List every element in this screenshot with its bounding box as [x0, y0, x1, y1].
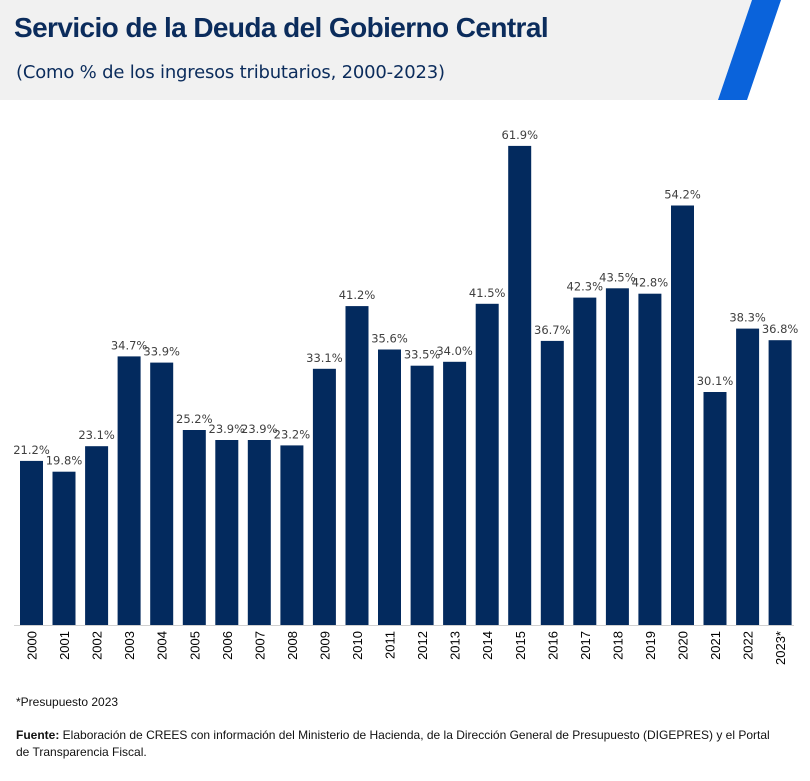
bars-group	[20, 145, 792, 625]
bar-2003	[117, 356, 141, 625]
bar-2001	[52, 471, 76, 625]
x-tick-label: 2021	[708, 631, 723, 660]
data-label: 30.1%	[697, 374, 734, 388]
bar-2014	[475, 303, 499, 625]
header-panel	[0, 0, 752, 100]
bar-2007	[247, 440, 271, 625]
data-label: 38.3%	[729, 311, 766, 325]
data-label: 42.3%	[567, 280, 604, 294]
x-tick-label: 2019	[643, 631, 658, 660]
source-note: Fuente: Elaboración de CREES con informa…	[16, 727, 776, 761]
x-tick-label: 2008	[285, 631, 300, 660]
data-label: 42.8%	[632, 276, 669, 290]
bar-2018	[605, 288, 629, 625]
data-label: 34.0%	[436, 344, 473, 358]
x-tick-label: 2009	[317, 631, 332, 660]
x-tick-label: 2012	[415, 631, 430, 660]
x-tick-label: 2018	[610, 631, 625, 660]
data-label: 23.1%	[78, 428, 115, 442]
x-tick-label: 2016	[545, 631, 560, 660]
data-label: 25.2%	[176, 412, 213, 426]
bar-2004	[150, 362, 174, 625]
x-tick-label: 2022	[741, 631, 756, 660]
x-tick-label: 2007	[252, 631, 267, 660]
data-label: 35.6%	[371, 332, 408, 346]
bar-2012	[410, 365, 434, 625]
accent-stripe	[718, 0, 781, 100]
bar-2006	[215, 440, 239, 625]
bar-2005	[182, 430, 206, 625]
data-label: 21.2%	[13, 443, 50, 457]
bar-2017	[573, 297, 597, 625]
x-tick-label: 2004	[155, 631, 170, 660]
header-background	[0, 0, 781, 100]
data-label: 19.8%	[46, 454, 83, 468]
bar-2022	[736, 328, 760, 625]
x-tick-label: 2000	[25, 631, 40, 660]
x-tick-label: 2014	[480, 631, 495, 660]
chart-title: Servicio de la Deuda del Gobierno Centra…	[14, 12, 549, 43]
data-label: 33.9%	[143, 345, 180, 359]
data-label: 41.2%	[339, 288, 376, 302]
footnote: *Presupuesto 2023	[16, 695, 119, 709]
data-label: 36.7%	[534, 323, 571, 337]
data-label: 54.2%	[664, 188, 701, 202]
chart-subtitle: (Como % de los ingresos tributarios, 200…	[16, 62, 445, 83]
x-tick-label: 2015	[513, 631, 528, 660]
bar-2010	[345, 306, 369, 625]
bar-2008	[280, 445, 304, 625]
x-tick-label: 2001	[57, 631, 72, 660]
bar-2023	[768, 340, 792, 625]
bar-2011	[378, 349, 401, 625]
x-tick-label: 2017	[578, 631, 593, 660]
data-labels-group: 21.2%19.8%23.1%34.7%33.9%25.2%23.9%23.9%…	[13, 128, 798, 468]
x-tick-label: 2023*	[773, 631, 788, 665]
x-tick-label: 2006	[220, 631, 235, 660]
x-tick-label: 2011	[383, 631, 398, 659]
bar-2021	[703, 392, 727, 625]
x-tick-label: 2005	[187, 631, 202, 660]
data-label: 23.9%	[241, 422, 278, 436]
x-tick-label: 2013	[448, 631, 463, 660]
bar-2015	[508, 145, 532, 625]
bar-2020	[671, 205, 694, 625]
source-label: Fuente:	[16, 728, 60, 742]
bar-2019	[638, 293, 662, 625]
source-text: Elaboración de CREES con información del…	[16, 728, 770, 759]
chart-header: Servicio de la Deuda del Gobierno Centra…	[0, 0, 810, 100]
x-tick-label: 2010	[350, 631, 365, 660]
data-label: 34.7%	[111, 338, 148, 352]
data-label: 43.5%	[599, 270, 636, 284]
bar-chart: 21.2%19.8%23.1%34.7%33.9%25.2%23.9%23.9%…	[13, 128, 798, 665]
data-label: 33.1%	[306, 351, 343, 365]
data-label: 61.9%	[502, 128, 539, 142]
x-tick-label: 2002	[90, 631, 105, 660]
bar-2000	[20, 460, 43, 625]
bar-2016	[540, 340, 564, 625]
x-tick-label: 2003	[122, 631, 137, 660]
bar-2013	[443, 361, 467, 625]
x-tick-label: 2020	[676, 631, 691, 660]
bar-2002	[85, 446, 109, 625]
data-label: 41.5%	[469, 286, 506, 300]
data-label: 36.8%	[762, 322, 799, 336]
data-label: 23.9%	[209, 422, 246, 436]
data-label: 23.2%	[274, 427, 311, 441]
x-tick-labels-group: 2000 2001 2002 2003 2004 2005 2006 2007 2008 2009…	[25, 631, 789, 665]
bar-2009	[312, 368, 336, 625]
data-label: 33.5%	[404, 348, 441, 362]
